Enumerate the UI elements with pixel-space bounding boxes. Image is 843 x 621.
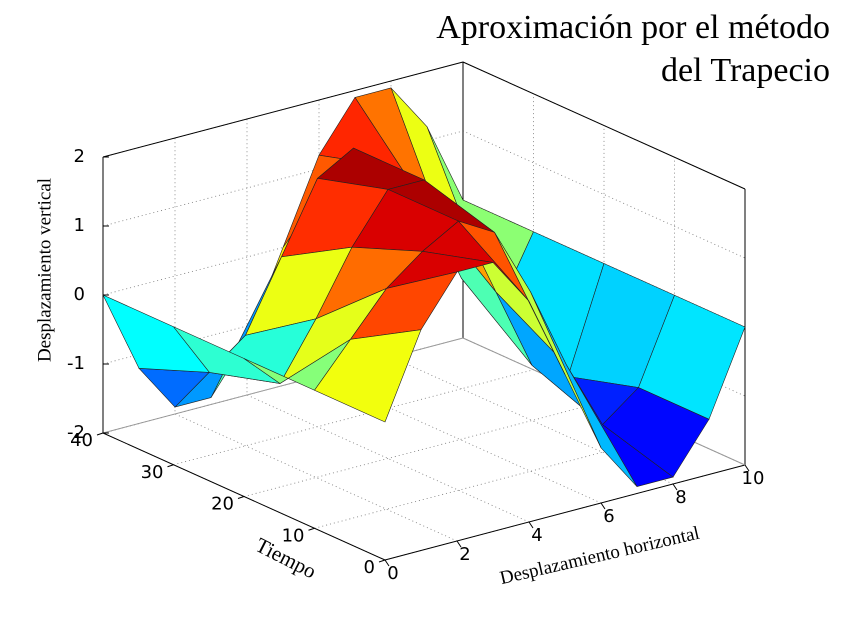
- y-tick-label: 0: [364, 557, 375, 578]
- surface-patch: [102, 294, 211, 373]
- y-tick-label: 20: [211, 494, 234, 515]
- x-tick-label: 4: [531, 525, 542, 546]
- x-tick: [528, 521, 534, 529]
- y-tick: [96, 432, 104, 436]
- y-tick: [237, 496, 245, 499]
- axis-line: [384, 464, 746, 561]
- x-tick-label: 8: [675, 487, 686, 508]
- z-tick-label: 0: [74, 284, 85, 305]
- y-tick-label: 10: [282, 525, 305, 546]
- z-tick-label: 2: [74, 146, 85, 167]
- z-tick-label: -1: [67, 353, 85, 374]
- x-tick: [456, 540, 462, 548]
- surface-patch: [314, 329, 422, 423]
- z-tick-label: -2: [67, 422, 85, 443]
- chart-title: del Trapecio: [661, 52, 830, 89]
- x-tick: [744, 464, 750, 472]
- z-tick-label: 1: [74, 215, 85, 236]
- y-tick: [378, 559, 386, 563]
- x-tick: [600, 502, 606, 510]
- x-axis-label: Desplazamiento horizontal: [498, 523, 702, 589]
- y-tick: [308, 527, 315, 531]
- y-tick: [167, 464, 174, 468]
- box-edge: [462, 61, 746, 190]
- x-tick: [384, 559, 390, 567]
- x-tick-label: 0: [387, 563, 398, 584]
- y-tick-label: 40: [70, 430, 93, 451]
- box-edge: [102, 61, 464, 158]
- chart-title: Aproximación por el método: [436, 9, 830, 46]
- x-tick-label: 10: [742, 468, 765, 489]
- x-tick-label: 2: [459, 544, 470, 565]
- y-tick-label: 30: [141, 462, 164, 483]
- x-tick: [672, 483, 678, 491]
- x-tick-label: 6: [603, 506, 614, 527]
- z-axis-label: Desplazamiento vertical: [34, 178, 55, 362]
